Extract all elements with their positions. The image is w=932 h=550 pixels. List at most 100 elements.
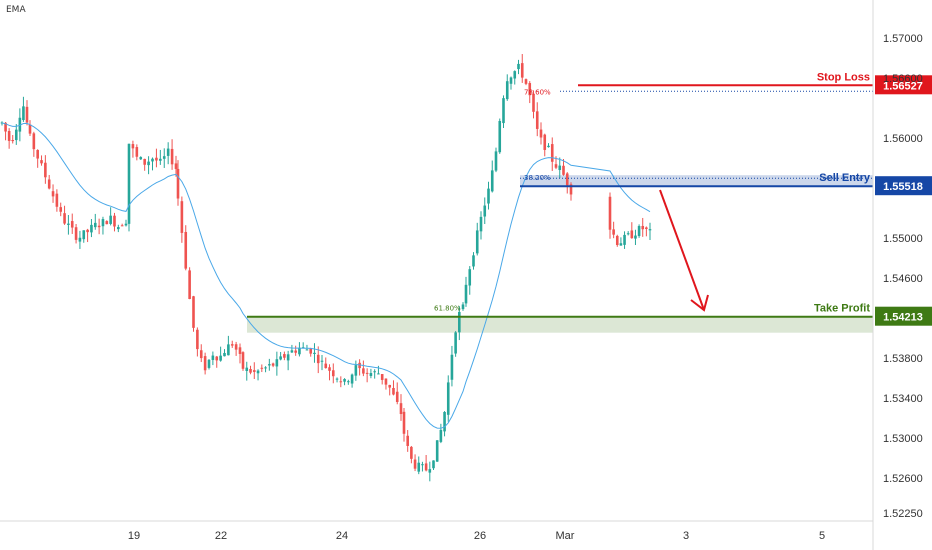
candle-body [612, 229, 615, 235]
candle-body [343, 379, 346, 382]
candle-body [350, 374, 354, 384]
candle-body [86, 229, 89, 233]
arrow-shaft [659, 189, 705, 311]
price-tag-value: 1.54213 [883, 312, 923, 324]
candle-body [558, 165, 562, 171]
candle-body [51, 191, 55, 197]
candle-body [339, 381, 343, 383]
candle-body [490, 170, 494, 192]
candle-body [648, 229, 652, 231]
fib-label: 61.80% [434, 305, 461, 313]
candle-body [502, 98, 505, 124]
candle-body [82, 230, 86, 240]
indicator-label: EMA [6, 5, 26, 15]
candle-body [432, 460, 435, 469]
candle-body [615, 235, 619, 246]
candle-body [645, 227, 648, 229]
candle-body [275, 359, 279, 367]
candle-body [406, 435, 409, 446]
candle-body [105, 221, 109, 225]
candles-layer [0, 54, 652, 482]
candle-body [59, 207, 63, 212]
candle-body [279, 356, 282, 360]
candle-body [528, 83, 532, 96]
candle-body [328, 367, 331, 371]
price-tag [875, 75, 932, 95]
candle-body [101, 219, 105, 227]
candle-body [435, 440, 439, 462]
candle-body [320, 360, 324, 362]
candle-body [443, 411, 446, 432]
take-profit-zone [247, 316, 873, 333]
x-tick-label: 22 [215, 530, 227, 542]
candle-body [159, 158, 162, 161]
candle-body [249, 368, 252, 373]
candle-body [199, 350, 203, 359]
candle-body [47, 179, 51, 189]
y-tick-label: 1.52600 [883, 473, 923, 485]
candle-body [271, 363, 275, 366]
candle-body [203, 356, 207, 371]
candle-body [184, 231, 188, 269]
y-tick-label: 1.53400 [883, 393, 923, 405]
candle-body [252, 370, 256, 372]
y-tick-label: 1.54600 [883, 273, 923, 285]
candle-body [608, 196, 612, 230]
candle-body [241, 352, 245, 369]
levels-layer: 78.60% Stop Loss 1.56527 38.20% Sell Entry 1.… [247, 71, 932, 326]
candle-body [309, 348, 313, 354]
ema-line [1, 122, 651, 429]
candle-body [388, 384, 392, 388]
candle-body [362, 368, 365, 374]
candle-body [135, 147, 139, 157]
y-tick-label: 1.53800 [883, 353, 923, 365]
candle-body [380, 374, 384, 380]
candle-body [174, 163, 178, 169]
candle-body [384, 378, 388, 385]
candle-body [14, 129, 18, 141]
candle-body [40, 160, 43, 164]
candle-body [223, 352, 226, 357]
candle-body [373, 371, 376, 373]
candle-body [439, 429, 443, 442]
price-tag-value: 1.56527 [883, 80, 923, 92]
candle-body [483, 205, 487, 217]
candle-body [260, 367, 264, 369]
candle-body [155, 157, 158, 161]
candle-body [641, 225, 645, 230]
candle-body [162, 156, 166, 159]
candle-body [461, 304, 465, 310]
y-tick-label: 1.56600 [883, 73, 923, 85]
y-tick-label: 1.53000 [883, 433, 923, 445]
candle-body [395, 391, 399, 402]
candle-body [283, 354, 286, 358]
candle-body [354, 365, 358, 376]
candle-body [417, 462, 421, 472]
price-tag [875, 176, 932, 196]
candle-body [192, 296, 195, 328]
candle-body [634, 235, 637, 239]
candle-body [298, 347, 301, 355]
x-tick-label: 26 [474, 530, 486, 542]
candle-body [32, 133, 36, 150]
candle-body [238, 347, 242, 354]
candle-body [207, 359, 211, 368]
y-tick-label: 1.55000 [883, 233, 923, 245]
candle-body [256, 370, 260, 374]
candle-body [0, 122, 4, 124]
candle-body [464, 284, 468, 304]
candle-body [532, 93, 535, 112]
candle-body [219, 355, 222, 361]
candle-body [399, 403, 403, 415]
candle-body [4, 122, 7, 132]
trade-arrow [659, 189, 709, 312]
candle-body [113, 215, 116, 227]
candle-body [468, 269, 472, 286]
candle-body [347, 381, 350, 383]
candle-body [151, 158, 154, 162]
candle-body [547, 145, 550, 148]
candle-body [215, 356, 219, 361]
fib-label: 38.20% [524, 174, 551, 182]
candle-body [97, 225, 101, 228]
